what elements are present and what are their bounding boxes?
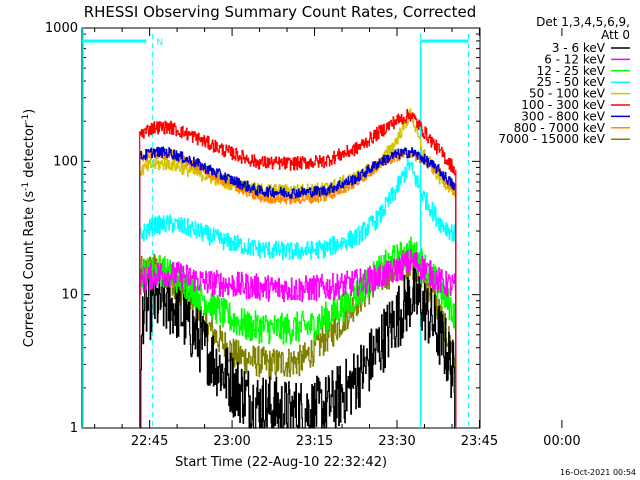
series-line-100to300keV (139, 109, 457, 428)
x-tick-label: 00:00 (543, 434, 580, 449)
legend-label: 6 - 12 keV (544, 52, 606, 66)
legend-label: 12 - 25 keV (537, 64, 606, 78)
series-line-25to50keV (139, 158, 457, 428)
series-line-300to800keV (139, 146, 457, 428)
legend-label: 800 - 7000 keV (514, 121, 606, 135)
x-tick-label: 22:45 (131, 434, 168, 449)
x-tick-label: 23:15 (296, 434, 333, 449)
series-line-6to12keV (139, 249, 457, 428)
y-tick-label: 10 (61, 288, 78, 303)
series-lines (139, 108, 457, 429)
y-axis-label: Corrected Count Rate (s-1 detector-1) (21, 109, 37, 347)
x-tick-label: 23:00 (213, 434, 250, 449)
legend-label: 100 - 300 keV (521, 98, 605, 112)
night-markers: N (82, 28, 469, 428)
night-marker-label: N (156, 38, 163, 48)
legend-label: 25 - 50 keV (537, 75, 606, 89)
y-tick-label: 1000 (45, 21, 78, 36)
legend-label: 300 - 800 keV (521, 109, 605, 123)
chart-title: RHESSI Observing Summary Count Rates, Co… (84, 3, 477, 21)
legend-label: 3 - 6 keV (552, 41, 606, 55)
legend-label: 50 - 100 keV (529, 87, 606, 101)
y-tick-label: 100 (53, 154, 78, 169)
x-axis-ticks: 22:45 23:00 23:15 23:30 23:45 00:00 (94, 28, 581, 449)
legend-header-line2: Att 0 (601, 28, 630, 42)
x-tick-label: 23:45 (461, 434, 498, 449)
x-tick-label: 23:30 (378, 434, 415, 449)
series-line-3to6keV (139, 265, 456, 429)
x-axis-label: Start Time (22-Aug-10 22:32:42) (175, 455, 387, 470)
y-tick-label: 1 (70, 421, 78, 436)
footer-date: 16-Oct-2021 00:54 (560, 468, 636, 477)
legend-label: 7000 - 15000 keV (498, 132, 605, 146)
legend-header-line1: Det 1,3,4,5,6,9, (536, 15, 630, 29)
